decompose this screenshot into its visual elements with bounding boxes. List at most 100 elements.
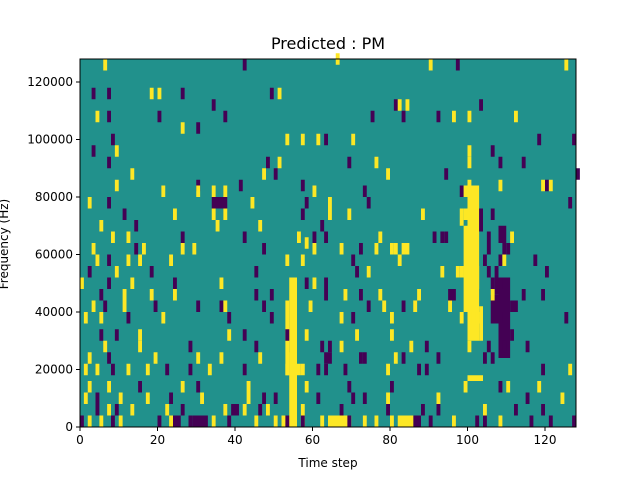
heatmap-cell <box>390 415 394 427</box>
heatmap-cell <box>467 110 472 123</box>
heatmap-cell <box>444 168 449 180</box>
heatmap-cell <box>390 243 394 255</box>
x-tick-label: 40 <box>227 433 242 447</box>
x-tick-label: 80 <box>382 433 397 447</box>
heatmap-cell <box>180 404 185 416</box>
x-tick-label: 20 <box>150 433 165 447</box>
heatmap-cell <box>300 208 305 220</box>
heatmap-cell <box>111 415 115 427</box>
heatmap-cell <box>436 110 441 123</box>
heatmap-cell <box>440 231 445 243</box>
heatmap-cell <box>533 254 538 266</box>
heatmap-cell <box>417 289 421 301</box>
heatmap-cell <box>467 266 472 278</box>
heatmap-cell <box>436 392 441 404</box>
heatmap-cell <box>486 340 491 353</box>
heatmap-cell <box>351 392 356 404</box>
heatmap-cell <box>471 208 476 220</box>
heatmap-cell <box>277 156 282 169</box>
heatmap-cell <box>138 329 142 341</box>
heatmap-band <box>467 185 480 341</box>
heatmap-cell <box>107 381 111 393</box>
heatmap-cell <box>107 156 111 169</box>
heatmap-cell <box>157 110 162 123</box>
heatmap-cell <box>219 352 224 364</box>
heatmap-cell <box>390 329 394 341</box>
heatmap-cell <box>188 340 193 353</box>
heatmap-cell <box>467 312 472 324</box>
heatmap-cell <box>374 156 379 169</box>
heatmap-cell <box>173 289 177 301</box>
heatmap-cell <box>444 231 449 243</box>
heatmap-cell <box>366 266 371 278</box>
heatmap-cell <box>328 197 332 209</box>
heatmap-band <box>192 415 208 427</box>
heatmap-cell <box>486 266 491 278</box>
heatmap-cell <box>196 122 201 134</box>
heatmap-cell <box>455 266 460 278</box>
heatmap-cell <box>126 254 131 266</box>
heatmap-cell <box>386 363 390 376</box>
heatmap-cell <box>351 254 356 266</box>
y-tick-label: 20000 <box>35 363 73 377</box>
heatmap-cell <box>324 133 328 146</box>
heatmap-cell <box>134 243 139 255</box>
heatmap-cell <box>122 300 127 312</box>
heatmap-cell <box>114 404 119 416</box>
heatmap-cell <box>99 220 104 232</box>
heatmap-cell <box>467 340 472 353</box>
heatmap-cell <box>393 99 398 111</box>
heatmap-cell <box>498 277 503 289</box>
heatmap-cell <box>173 208 177 220</box>
x-axis-label: Time step <box>297 456 357 470</box>
heatmap-cell <box>149 87 154 100</box>
heatmap-cell <box>440 266 445 278</box>
heatmap-cell <box>467 185 472 197</box>
heatmap-cell <box>401 352 406 364</box>
heatmap-cell <box>362 415 367 427</box>
heatmap-cell <box>374 415 379 427</box>
heatmap-cell <box>300 363 305 376</box>
heatmap-cell <box>126 312 131 324</box>
heatmap-cell <box>475 312 480 324</box>
heatmap-cell <box>386 392 390 404</box>
heatmap-cell <box>316 363 321 376</box>
heatmap-cell <box>122 289 127 301</box>
y-tick-label: 60000 <box>35 248 73 262</box>
heatmap-cell <box>498 179 503 192</box>
heatmap-cell <box>459 185 464 197</box>
heatmap-cell <box>273 392 278 404</box>
heatmap-cell <box>99 329 104 341</box>
heatmap-cell <box>405 243 410 255</box>
heatmap-cell <box>452 289 456 301</box>
heatmap-cell <box>262 168 266 180</box>
heatmap-cell <box>304 329 309 341</box>
y-tick-label: 40000 <box>35 305 73 319</box>
y-tick-label: 100000 <box>27 133 73 147</box>
heatmap-cell <box>328 208 332 220</box>
heatmap-cell <box>316 133 321 146</box>
heatmap-cell <box>413 300 418 312</box>
heatmap-cell <box>300 133 305 146</box>
heatmap-cell <box>114 179 119 192</box>
heatmap-band <box>211 197 228 209</box>
heatmap-cell <box>107 87 111 100</box>
heatmap-cell <box>401 110 406 123</box>
heatmap-cell <box>479 312 483 324</box>
y-tick-label: 120000 <box>27 75 73 89</box>
heatmap-cell <box>196 300 201 312</box>
heatmap-cell <box>262 300 266 312</box>
heatmap-cell <box>250 197 255 209</box>
heatmap-cell <box>157 87 162 100</box>
heatmap-cell <box>417 363 421 376</box>
heatmap-cell <box>83 363 88 376</box>
heatmap-cell <box>87 415 92 427</box>
heatmap-cell <box>145 363 150 376</box>
heatmap-cell <box>196 352 201 364</box>
heatmap-cell <box>428 415 433 427</box>
heatmap-cell <box>95 392 100 404</box>
heatmap-cell <box>467 156 472 169</box>
heatmap-cell <box>262 243 266 255</box>
heatmap-cell <box>114 329 119 341</box>
heatmap-cell <box>397 254 402 266</box>
